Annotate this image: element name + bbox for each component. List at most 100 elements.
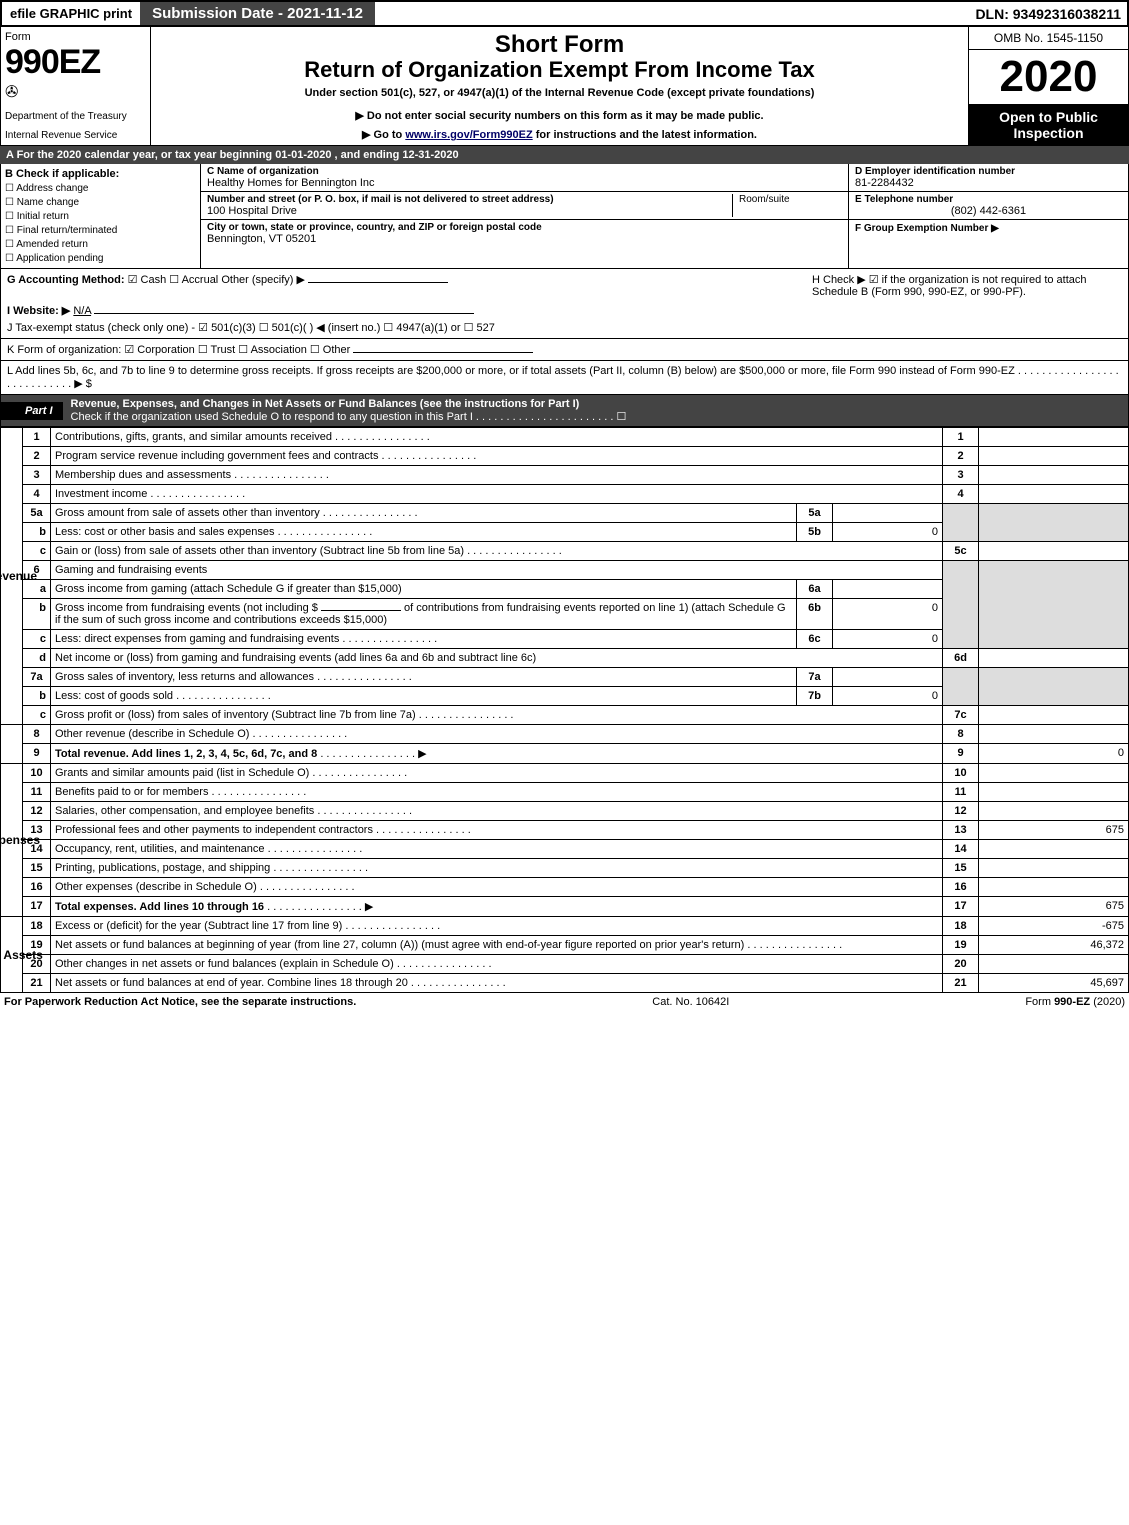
acct-cash[interactable]: ☑ Cash [128,274,167,286]
part-i-title-text: Revenue, Expenses, and Changes in Net As… [71,398,580,410]
l5b-desc: Less: cost or other basis and sales expe… [51,523,797,542]
acct-accrual[interactable]: ☐ Accrual [169,274,218,286]
acct-other[interactable]: Other (specify) ▶ [221,274,305,286]
website-line [94,313,474,314]
omb-number: OMB No. 1545-1150 [969,27,1128,50]
chk-address-change[interactable]: Address change [5,183,196,194]
org-addr: 100 Hospital Drive [207,205,732,217]
l17-num: 17 [23,897,51,917]
l13-desc: Professional fees and other payments to … [51,821,943,840]
box-b: B Check if applicable: Address change Na… [1,164,201,268]
group-exemption-label: F Group Exemption Number ▶ [855,223,999,234]
l8-num: 8 [23,725,51,744]
topbar: efile GRAPHIC print Submission Date - 20… [0,0,1129,27]
l21-desc: Net assets or fund balances at end of ye… [51,974,943,993]
header-middle: Short Form Return of Organization Exempt… [151,27,968,145]
l19-desc: Net assets or fund balances at beginning… [51,936,943,955]
l6d-desc: Net income or (loss) from gaming and fun… [51,649,943,668]
irs-link[interactable]: www.irs.gov/Form990EZ [405,129,532,141]
l6d-val [979,649,1129,668]
l5b-mval: 0 [833,523,943,542]
box-e: E Telephone number (802) 442-6361 [849,192,1128,220]
revenue-side-label: Revenue [1,428,23,725]
tax-year: 2020 [969,50,1128,105]
l17-val: 675 [979,897,1129,917]
l20-box: 20 [943,955,979,974]
l4-num: 4 [23,485,51,504]
l11-box: 11 [943,783,979,802]
l17-box: 17 [943,897,979,917]
org-block: B Check if applicable: Address change Na… [0,164,1129,269]
l4-box: 4 [943,485,979,504]
l14-desc: Occupancy, rent, utilities, and maintena… [51,840,943,859]
revenue-side-cont [1,725,23,764]
l6-valshade [979,561,1129,649]
org-addr-row: Number and street (or P. O. box, if mail… [201,192,848,220]
l6c-num: c [23,630,51,649]
ein-value: 81-2284432 [855,177,1122,189]
chk-initial-return[interactable]: Initial return [5,211,196,222]
dln: DLN: 93492316038211 [969,3,1127,25]
box-h: H Check ▶ ☑ if the organization is not r… [812,273,1122,298]
dept-irs: Internal Revenue Service [5,130,146,141]
l6a-mini: 6a [797,580,833,599]
l5c-desc: Gain or (loss) from sale of assets other… [51,542,943,561]
l4-desc: Investment income [51,485,943,504]
l16-num: 16 [23,878,51,897]
l9-val: 0 [979,744,1129,764]
l13-box: 13 [943,821,979,840]
l5c-box: 5c [943,542,979,561]
l11-val [979,783,1129,802]
l5ab-numshade [943,504,979,542]
l15-num: 15 [23,859,51,878]
org-city-label: City or town, state or province, country… [207,222,842,233]
l5a-mini: 5a [797,504,833,523]
submission-date: Submission Date - 2021-11-12 [140,2,375,25]
org-city: Bennington, VT 05201 [207,233,842,245]
l1-desc: Contributions, gifts, grants, and simila… [51,428,943,447]
header-left: Form 990EZ ✇ Department of the Treasury … [1,27,151,145]
form-header: Form 990EZ ✇ Department of the Treasury … [0,27,1129,146]
l7a-mini: 7a [797,668,833,687]
chk-amended-return[interactable]: Amended return [5,239,196,250]
efile-label[interactable]: efile GRAPHIC print [2,3,140,24]
chk-application-pending[interactable]: Application pending [5,253,196,264]
l9-box: 9 [943,744,979,764]
l7a-mval [833,668,943,687]
l16-val [979,878,1129,897]
l6b-desc: Gross income from fundraising events (no… [51,599,797,630]
l3-val [979,466,1129,485]
l19-box: 19 [943,936,979,955]
box-k-other-line[interactable] [353,352,533,353]
open-line1: Open to Public [999,109,1098,125]
box-l: L Add lines 5b, 6c, and 7b to line 9 to … [0,361,1129,395]
acct-other-input[interactable] [308,282,448,283]
chk-final-return[interactable]: Final return/terminated [5,225,196,236]
part-i-label: Part I [1,402,63,420]
l5ab-valshade [979,504,1129,542]
l11-num: 11 [23,783,51,802]
l6b-amt-line [321,610,401,611]
part-i-title: Revenue, Expenses, and Changes in Net As… [63,395,635,426]
part-i-header: Part I Revenue, Expenses, and Changes in… [0,395,1129,427]
goto-post: for instructions and the latest informat… [533,129,757,141]
l7b-desc: Less: cost of goods sold [51,687,797,706]
l10-num: 10 [23,764,51,783]
l5a-mval [833,504,943,523]
l15-desc: Printing, publications, postage, and shi… [51,859,943,878]
box-k-row: K Form of organization: ☑ Corporation ☐ … [0,339,1129,361]
org-name-label: C Name of organization [207,166,842,177]
phone-value: (802) 442-6361 [855,205,1122,217]
chk-name-change[interactable]: Name change [5,197,196,208]
l8-box: 8 [943,725,979,744]
box-g-label: G Accounting Method: [7,274,125,286]
l6d-box: 6d [943,649,979,668]
box-f: F Group Exemption Number ▶ [849,220,1128,236]
l13-val: 675 [979,821,1129,840]
l11-desc: Benefits paid to or for members [51,783,943,802]
footer-left: For Paperwork Reduction Act Notice, see … [4,996,356,1008]
l12-num: 12 [23,802,51,821]
l12-desc: Salaries, other compensation, and employ… [51,802,943,821]
l18-desc: Excess or (deficit) for the year (Subtra… [51,917,943,936]
open-to-public: Open to Public Inspection [969,105,1128,145]
